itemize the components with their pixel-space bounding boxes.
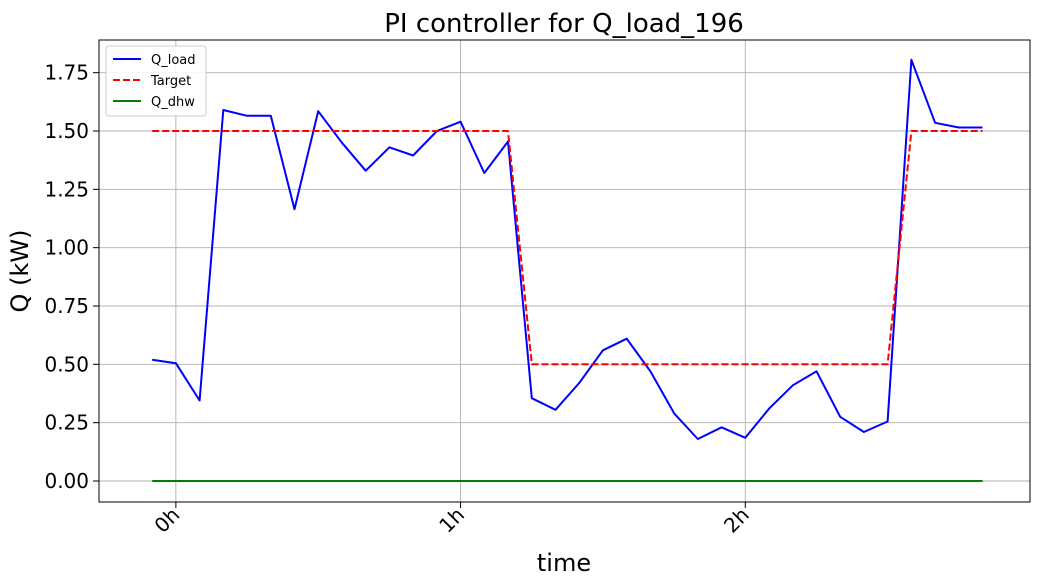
- y-tick-label: 0.75: [44, 294, 89, 318]
- y-tick-label: 1.00: [44, 236, 89, 260]
- legend-label: Q_dhw: [151, 95, 195, 110]
- y-axis-label: Q (kW): [6, 230, 34, 313]
- plot-area-frame: [98, 39, 1031, 503]
- legend-label: Q_load: [151, 53, 196, 68]
- chart-title: PI controller for Q_load_196: [384, 9, 744, 39]
- y-tick-label: 0.00: [44, 469, 89, 493]
- x-axis-label: time: [537, 549, 591, 577]
- legend: Q_load Target Q_dhw: [105, 45, 207, 117]
- legend-box: [105, 45, 207, 117]
- y-tick-label: 0.25: [44, 411, 89, 435]
- series-line-target: [152, 130, 983, 366]
- series-line-q-load: [152, 58, 983, 440]
- y-tick-label: 1.25: [44, 177, 89, 201]
- series-layer: [152, 58, 983, 482]
- y-tick-label: 1.50: [44, 119, 89, 143]
- legend-label: Target: [150, 74, 191, 89]
- y-tick-label: 1.75: [44, 61, 89, 85]
- y-tick-label: 0.50: [44, 352, 89, 376]
